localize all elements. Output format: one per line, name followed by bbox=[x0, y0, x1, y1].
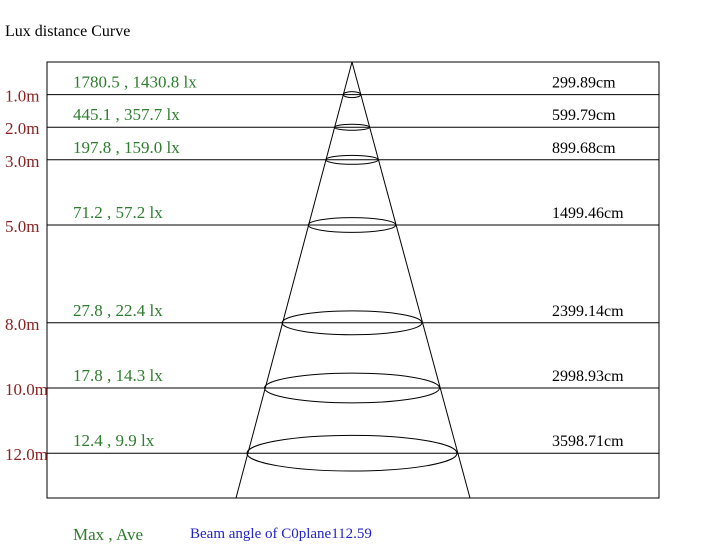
diameter-label: 3598.71cm bbox=[552, 433, 624, 450]
diameter-label: 1499.46cm bbox=[552, 205, 624, 222]
legend: Max , Ave bbox=[73, 525, 143, 544]
beam-ellipse bbox=[307, 217, 397, 233]
diameter-label: 299.89cm bbox=[552, 75, 616, 92]
lux-label: 197.8 , 159.0 lx bbox=[73, 138, 180, 157]
distance-label: 8.0m bbox=[5, 315, 39, 334]
distance-label: 10.0m bbox=[5, 380, 48, 399]
lux-label: 445.1 , 357.7 lx bbox=[73, 105, 180, 124]
lux-label: 1780.5 , 1430.8 lx bbox=[73, 73, 197, 92]
beam-ellipse bbox=[325, 154, 379, 165]
diameter-label: 2399.14cm bbox=[552, 303, 624, 320]
diameter-label: 899.68cm bbox=[552, 140, 616, 157]
cone-right bbox=[351, 61, 471, 499]
beam-ellipse bbox=[281, 310, 423, 336]
lux-label: 71.2 , 57.2 lx bbox=[73, 203, 163, 222]
frame bbox=[46, 61, 660, 499]
diameter-label: 2998.93cm bbox=[552, 368, 624, 385]
beam-ellipse bbox=[246, 434, 458, 472]
beam-angle: Beam angle of C0plane112.59 bbox=[190, 526, 372, 542]
distance-label: 12.0m bbox=[5, 445, 48, 464]
lux-label: 17.8 , 14.3 lx bbox=[73, 366, 163, 385]
title: Lux distance Curve bbox=[5, 23, 130, 40]
beam-ellipse bbox=[334, 123, 370, 131]
distance-label: 3.0m bbox=[5, 152, 39, 171]
distance-label: 5.0m bbox=[5, 217, 39, 236]
beam-ellipse bbox=[264, 372, 440, 404]
cone-left bbox=[235, 61, 353, 499]
distance-label: 1.0m bbox=[5, 87, 39, 106]
distance-label: 2.0m bbox=[5, 119, 39, 138]
diameter-label: 599.79cm bbox=[552, 107, 616, 124]
lux-label: 12.4 , 9.9 lx bbox=[73, 431, 155, 450]
beam-ellipse bbox=[342, 91, 362, 99]
lux-label: 27.8 , 22.4 lx bbox=[73, 301, 163, 320]
